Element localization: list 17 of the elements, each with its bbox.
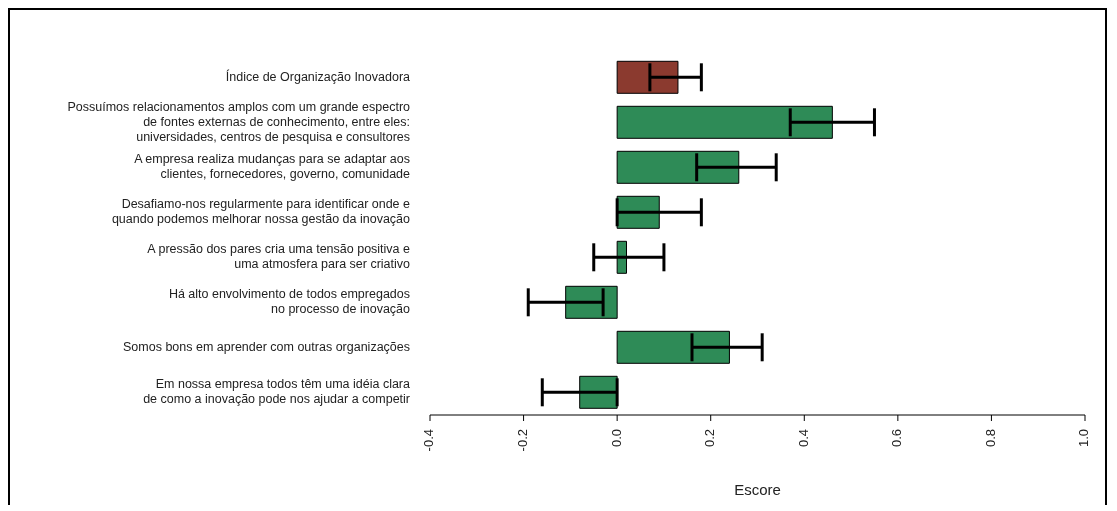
x-tick-label: 0.4 xyxy=(795,429,811,448)
y-tick-label: A empresa realiza mudanças para se adaptar aos clientes, fornecedores, governo, comunidade xyxy=(134,152,411,182)
x-tick-label: -0.2 xyxy=(515,429,531,452)
y-tick-label: Somos bons em aprender com outras organizações xyxy=(123,339,410,354)
x-tick-label: 0.2 xyxy=(702,429,718,448)
x-tick-label: 0.6 xyxy=(889,429,905,448)
x-tick-label: 1.0 xyxy=(1076,429,1092,448)
y-tick-label: Em nossa empresa todos têm uma idéia clara de como a inovação pode nos ajudar a competir xyxy=(143,377,411,407)
x-tick-label: 0.8 xyxy=(982,429,998,448)
x-tick-label: 0.0 xyxy=(608,429,624,448)
x-tick-label: -0.4 xyxy=(421,429,437,452)
y-tick-label: Índice de Organização Inovadora xyxy=(225,68,411,84)
x-axis-title: Escore xyxy=(734,481,781,498)
y-tick-label: Possuímos relacionamentos amplos com um grande espectro de fontes externas de conhecimento, entre eles: universidades, centros de pesquisa e consultores xyxy=(67,99,411,144)
y-tick-label: Desafiamo-nos regularmente para identificar onde e quando podemos melhorar nossa gestão da inovação xyxy=(111,197,411,227)
y-tick-label: A pressão dos pares cria uma tensão positiva e uma atmosfera para ser criativo xyxy=(147,242,411,272)
y-tick-label: Há alto envolvimento de todos empregados no processo de inovação xyxy=(168,287,411,317)
